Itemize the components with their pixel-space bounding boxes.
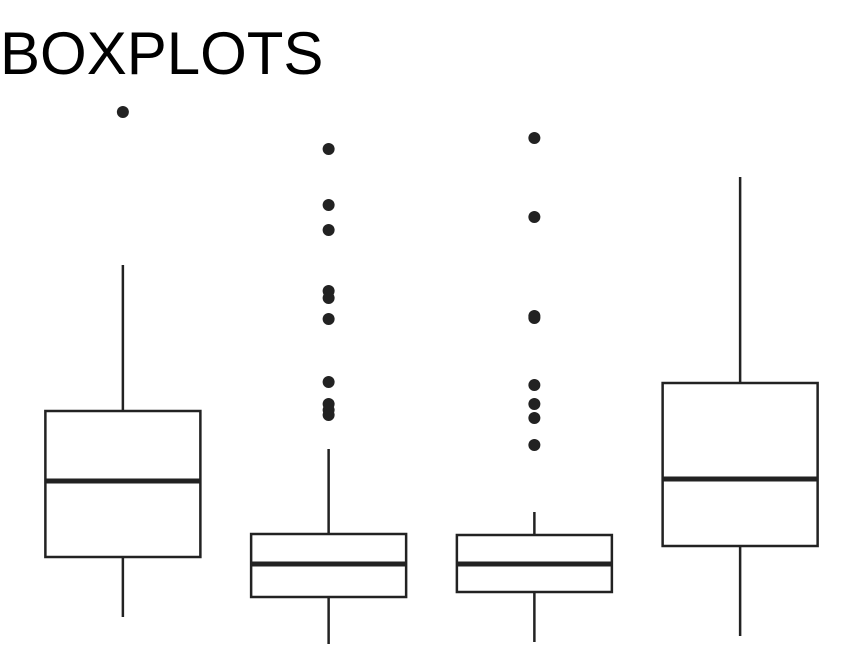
outlier <box>528 398 541 410</box>
outlier <box>528 132 541 144</box>
outlier <box>528 379 541 391</box>
outlier <box>322 292 335 304</box>
outlier <box>322 143 335 155</box>
box <box>44 409 202 559</box>
outlier <box>322 313 335 325</box>
outlier <box>528 412 541 424</box>
outlier <box>322 224 335 236</box>
box <box>661 381 819 548</box>
chart-title: BOXPLOTS <box>0 20 323 87</box>
outlier <box>528 439 541 451</box>
outlier <box>322 409 335 421</box>
outlier <box>322 376 335 388</box>
outlier <box>528 211 541 223</box>
outlier <box>116 106 129 118</box>
outlier <box>528 312 541 324</box>
outlier <box>322 199 335 211</box>
